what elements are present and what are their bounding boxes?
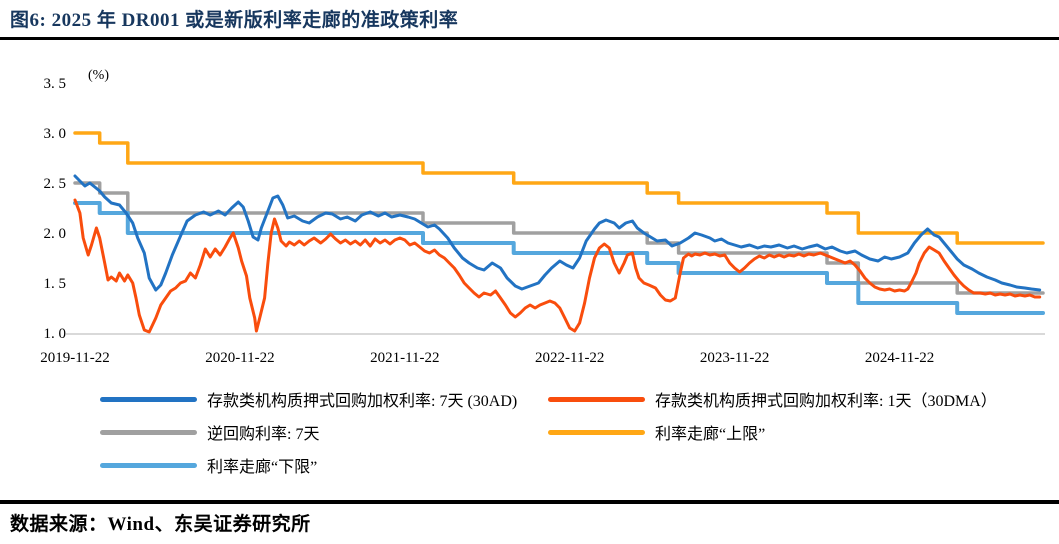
title-divider-rule [0, 37, 1059, 40]
x-tick-label: 2024-11-22 [865, 350, 934, 366]
rate-chart: 3. 5 3. 0 2. 5 2. 0 1. 5 1. 0 (%) 2019-11-22 202… [40, 68, 1045, 366]
chart-legend: 存款类机构质押式回购加权利率: 7天 (30AD) 存款类机构质押式回购加权利率… [100, 388, 1050, 487]
y-tick-label: 3. 0 [44, 126, 67, 142]
x-tick-label: 2019-11-22 [40, 350, 109, 366]
legend-row: 存款类机构质押式回购加权利率: 7天 (30AD) 存款类机构质押式回购加权利率… [100, 388, 1050, 421]
figure-title: 图6: 2025 年 DR001 或是新版利率走廊的准政策利率 [10, 10, 459, 31]
series-line-1 [73, 198, 1042, 334]
series-line-3 [73, 131, 1045, 245]
legend-label: 利率走廊“下限” [207, 459, 318, 476]
data-source-note: 数据来源：Wind、东吴证券研究所 [10, 514, 311, 535]
legend-line-gray [100, 429, 197, 435]
series-line-2 [73, 181, 1045, 295]
legend-item-corridor-lower: 利率走廊“下限” [100, 454, 317, 476]
x-tick-label: 2022-11-22 [535, 350, 604, 366]
legend-label: 利率走廊“上限” [655, 426, 766, 443]
x-tick-label: 2020-11-22 [205, 350, 274, 366]
legend-line-orange [548, 396, 645, 402]
legend-line-lightblue [100, 462, 197, 468]
y-axis-unit-label: (%) [88, 68, 109, 83]
legend-item-omo: 逆回购利率: 7天 [100, 421, 319, 443]
legend-item-dr001: 存款类机构质押式回购加权利率: 1天（30DMA） [548, 388, 997, 410]
legend-line-blue [100, 396, 197, 402]
series-line-0 [73, 174, 1042, 292]
y-tick-label: 2. 5 [44, 176, 67, 192]
y-tick-label: 3. 5 [44, 76, 67, 92]
legend-line-yellow [548, 429, 645, 435]
legend-row: 逆回购利率: 7天 利率走廊“上限” [100, 421, 1050, 454]
y-tick-label: 1. 0 [44, 326, 67, 342]
y-tick-label: 2. 0 [44, 226, 67, 242]
legend-label: 逆回购利率: 7天 [207, 426, 320, 443]
legend-row: 利率走廊“下限” [100, 454, 1050, 487]
footer-divider-rule [0, 500, 1059, 504]
x-tick-label: 2023-11-22 [700, 350, 769, 366]
legend-item-dr007: 存款类机构质押式回购加权利率: 7天 (30AD) [100, 388, 517, 410]
legend-label: 存款类机构质押式回购加权利率: 7天 (30AD) [207, 393, 518, 410]
y-tick-label: 1. 5 [44, 276, 67, 292]
x-tick-label: 2021-11-22 [370, 350, 439, 366]
legend-label: 存款类机构质押式回购加权利率: 1天（30DMA） [655, 393, 997, 410]
legend-item-corridor-upper: 利率走廊“上限” [548, 421, 765, 443]
